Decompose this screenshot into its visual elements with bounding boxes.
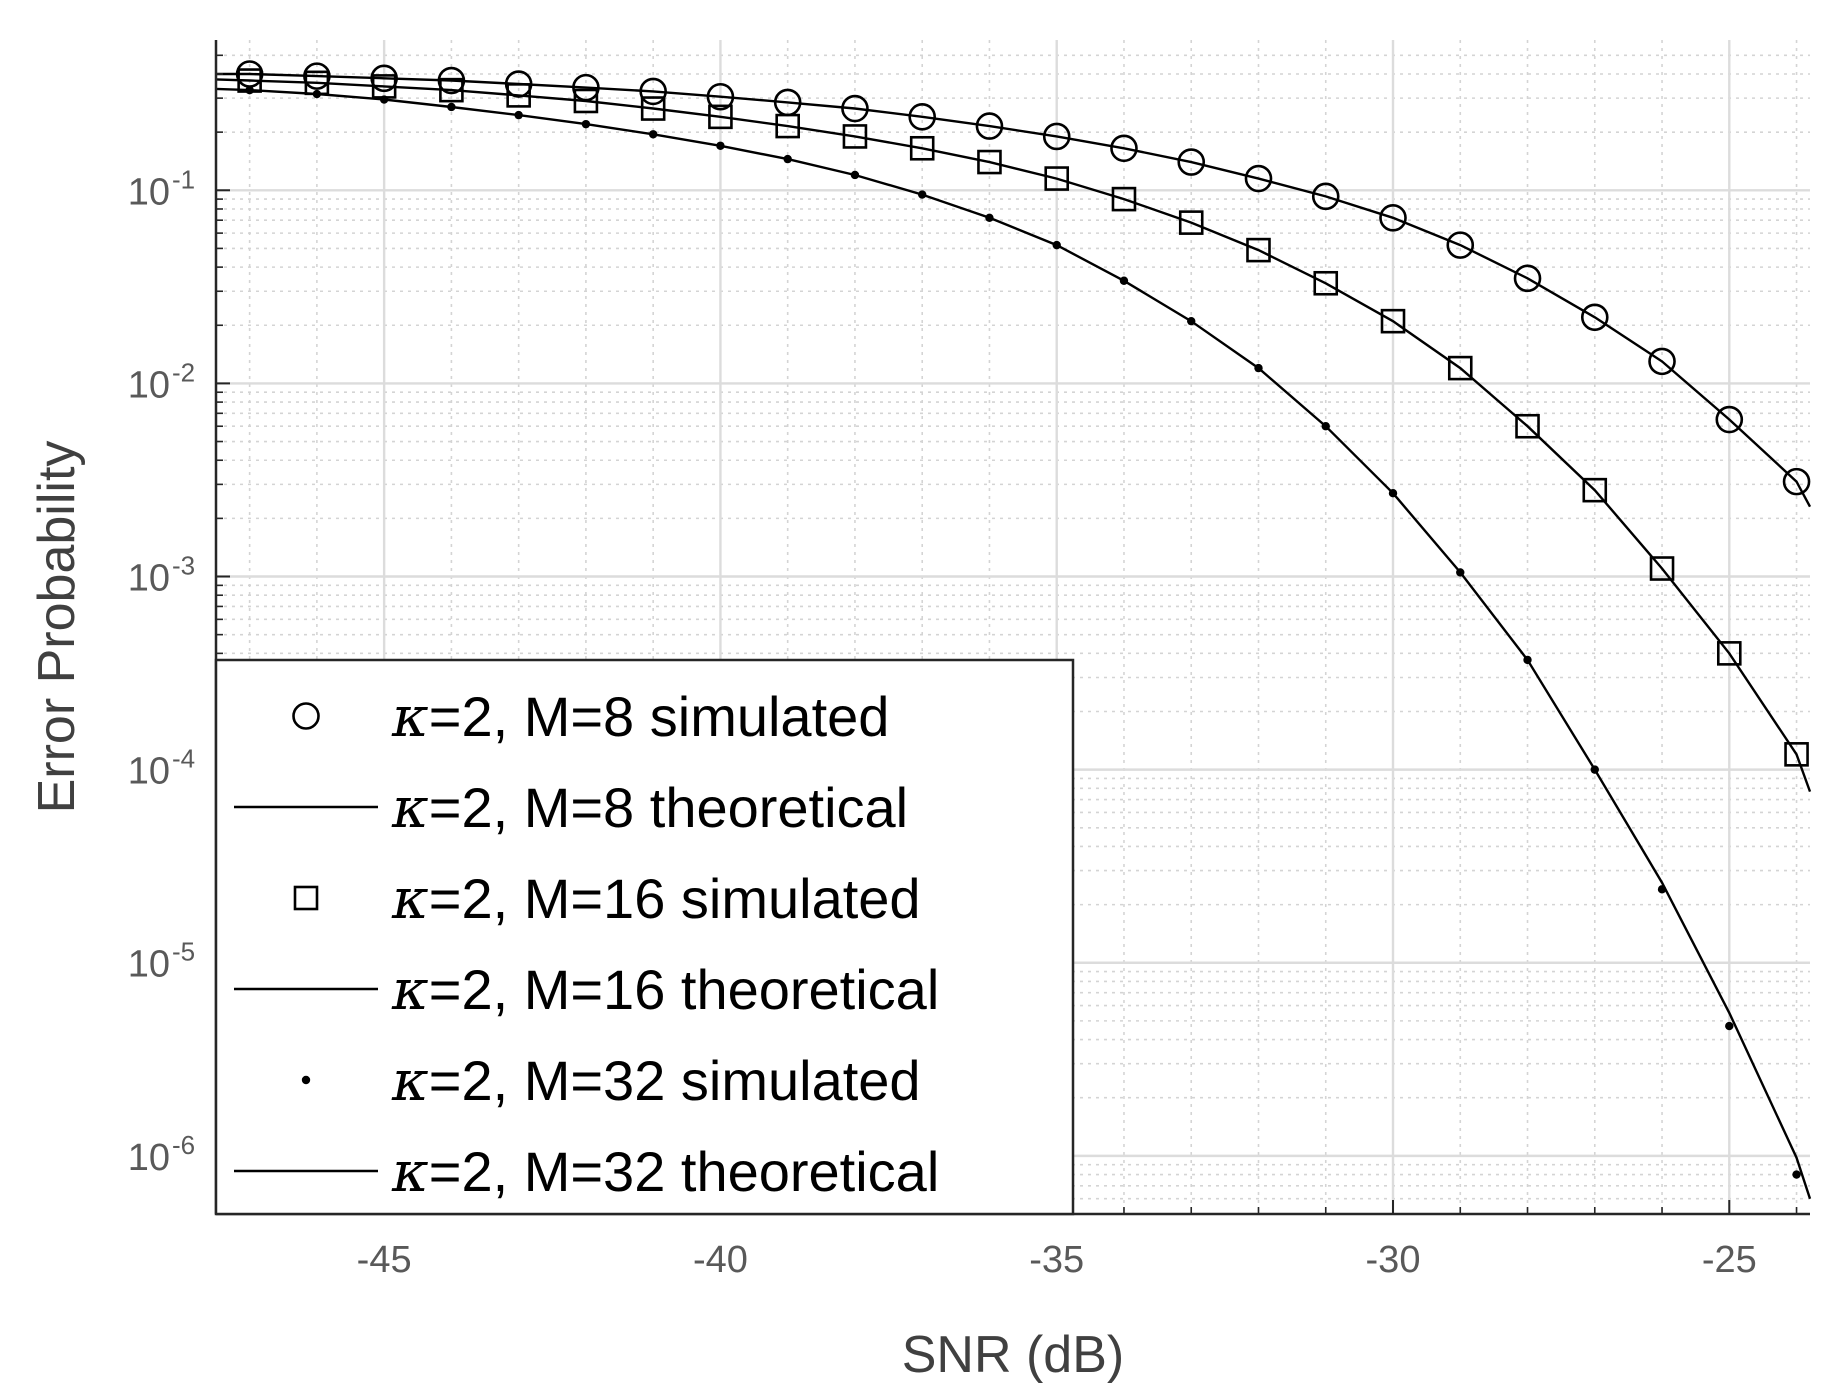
square-marker [1044, 166, 1070, 191]
y-tick-exponent: -3 [172, 551, 195, 581]
legend-label: κ=2, M=8 theoretical [391, 776, 908, 841]
circle-marker [1715, 405, 1744, 434]
series-line [215, 87, 1812, 1200]
kappa-symbol: κ [391, 685, 429, 750]
circle-marker [1513, 264, 1542, 293]
y-tick-label: 10 [128, 944, 170, 986]
series-layer [215, 60, 1812, 1200]
legend-label-text: =2, M=8 simulated [429, 685, 890, 748]
x-tick-label: -30 [1366, 1239, 1421, 1281]
y-tick-exponent: -1 [172, 164, 195, 194]
x-tick-label: -25 [1702, 1239, 1757, 1281]
y-tick-exponent: -6 [172, 1130, 195, 1160]
square-marker [909, 135, 935, 161]
circle-marker [1379, 204, 1407, 232]
y-tick-label: 10 [128, 171, 170, 213]
circle-marker [1311, 182, 1340, 211]
circle-marker [1177, 148, 1206, 176]
legend-label-text: =2, M=32 simulated [429, 1049, 921, 1112]
y-axis-title: Error Probability [28, 441, 86, 814]
square-marker [842, 124, 868, 149]
legend-label-text: =2, M=32 theoretical [429, 1140, 940, 1203]
circle-marker [1648, 347, 1676, 376]
series-5 [215, 87, 1812, 1200]
circle-marker [1580, 303, 1609, 332]
square-marker [1582, 477, 1608, 503]
y-tick-label: 10 [128, 751, 170, 793]
legend-label-text: =2, M=16 theoretical [429, 958, 940, 1021]
x-axis-title: SNR (dB) [902, 1326, 1124, 1384]
legend-label-text: =2, M=16 simulated [429, 867, 921, 930]
square-marker [1246, 237, 1271, 263]
square-marker [1447, 355, 1473, 381]
square-marker [1178, 210, 1204, 235]
kappa-symbol: κ [391, 867, 429, 932]
legend-label: κ=2, M=16 simulated [391, 867, 921, 932]
square-marker [640, 96, 666, 121]
legend-circle-symbol [292, 702, 320, 730]
kappa-symbol: κ [391, 1049, 429, 1114]
legend-label-text: =2, M=8 theoretical [429, 776, 908, 839]
y-tick-label: 10 [128, 558, 170, 600]
y-tick-exponent: -5 [172, 937, 195, 967]
x-tick-label: -40 [693, 1239, 748, 1281]
legend-entry: κ=2, M=16 simulated [293, 867, 921, 932]
legend-label: κ=2, M=16 theoretical [391, 958, 939, 1023]
kappa-symbol: κ [391, 1140, 429, 1205]
square-marker [1380, 308, 1406, 334]
x-tick-label: -45 [357, 1239, 412, 1281]
circle-marker [1110, 134, 1138, 163]
square-marker [1649, 556, 1675, 581]
legend-entry: κ=2, M=8 simulated [292, 685, 889, 750]
legend-label: κ=2, M=32 simulated [391, 1049, 921, 1114]
circle-marker [975, 112, 1004, 140]
square-marker [977, 149, 1002, 175]
series-3 [215, 78, 1812, 793]
circle-marker [1244, 164, 1273, 193]
legend-box [214, 658, 1075, 1216]
y-tick-exponent: -4 [172, 744, 195, 774]
square-marker [1313, 270, 1339, 296]
dot-marker [1725, 1021, 1734, 1031]
square-marker [708, 104, 733, 130]
legend-entry: κ=2, M=16 theoretical [234, 958, 939, 1023]
y-tick-exponent: -2 [172, 357, 195, 387]
legend-entry: κ=2, M=8 theoretical [234, 776, 908, 841]
square-marker [1716, 641, 1742, 666]
circle-marker [1782, 467, 1811, 496]
kappa-symbol: κ [391, 958, 429, 1023]
circle-marker [908, 103, 937, 131]
legend-entry: κ=2, M=32 simulated [301, 1049, 921, 1114]
legend-label: κ=2, M=32 theoretical [391, 1140, 939, 1205]
square-marker [1515, 413, 1540, 439]
legend-square-symbol [293, 885, 319, 911]
x-tick-label: -35 [1029, 1239, 1084, 1281]
y-tick-label: 10 [128, 1137, 170, 1179]
square-marker [1784, 742, 1809, 767]
square-marker [775, 113, 800, 139]
legend-dot-symbol [301, 1075, 311, 1085]
square-marker [1111, 186, 1137, 212]
legend-label: κ=2, M=8 simulated [391, 685, 889, 750]
y-tick-label: 10 [128, 364, 170, 406]
kappa-symbol: κ [391, 776, 429, 841]
legend-entry: κ=2, M=32 theoretical [234, 1140, 939, 1205]
circle-marker [1042, 122, 1071, 151]
dot-marker [1792, 1170, 1801, 1179]
circle-marker [1446, 231, 1475, 259]
series-line [215, 78, 1812, 793]
